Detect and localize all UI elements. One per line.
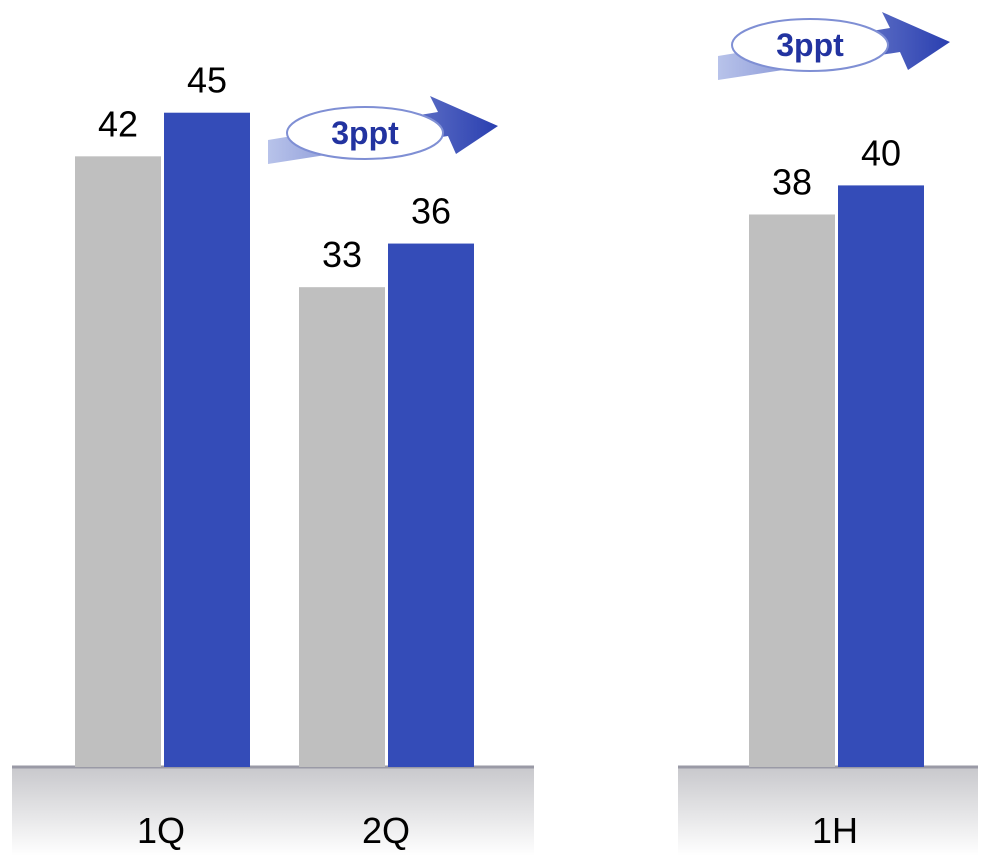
category-label-1h: 1H [812, 810, 858, 851]
annotation-text: 3ppt [331, 115, 399, 151]
chart-panel-quarters: 42 45 1Q 33 36 2Q 3ppt [12, 60, 534, 856]
bar-2q-series-1 [299, 287, 385, 767]
category-label-1q: 1Q [137, 810, 185, 851]
chart-panel-half-year: 38 40 1H 3ppt [678, 12, 978, 856]
data-label-2q-series-2: 36 [411, 191, 451, 232]
bar-1q-series-2 [164, 112, 250, 767]
data-label-2q-series-1: 33 [322, 234, 362, 275]
bar-1h-series-2 [838, 185, 924, 767]
floor-band [678, 767, 978, 856]
annotation-badge [731, 18, 889, 72]
data-label-1q-series-2: 45 [187, 60, 227, 101]
bar-1h-series-1 [749, 214, 835, 768]
floor-band [12, 767, 534, 856]
annotation-badge [286, 106, 444, 160]
data-label-1h-series-1: 38 [772, 161, 812, 202]
bar-1q-series-1 [75, 156, 161, 767]
annotation-text: 3ppt [776, 27, 844, 63]
category-label-2q: 2Q [362, 810, 410, 851]
data-label-1q-series-1: 42 [98, 103, 138, 144]
data-label-1h-series-2: 40 [861, 132, 901, 173]
bar-2q-series-2 [388, 243, 474, 767]
